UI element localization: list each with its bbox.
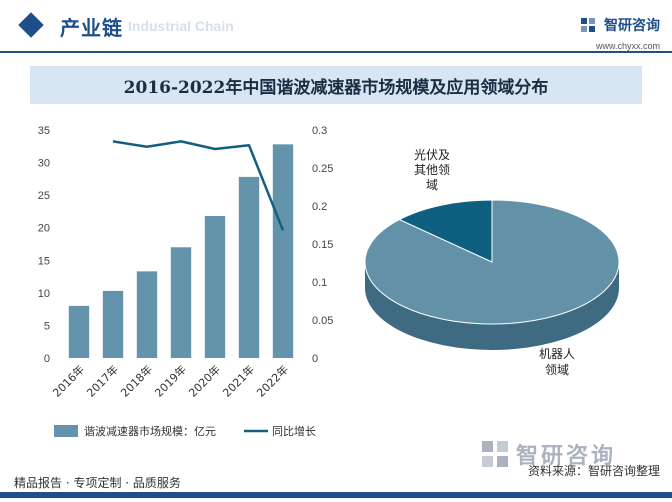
watermark-text: 智研咨询 xyxy=(516,444,617,469)
y-right-tick-label: 0 xyxy=(312,353,318,365)
bar xyxy=(136,271,158,358)
brand-logo[interactable]: 智研咨询 www.chyxx.com xyxy=(580,14,660,51)
pie-label-pv: 域 xyxy=(426,178,438,192)
bar xyxy=(204,215,226,358)
y-right-tick-label: 0.25 xyxy=(312,163,333,175)
pie-label-pv: 光伏及 xyxy=(414,148,450,162)
y-right-tick-label: 0.15 xyxy=(312,239,333,251)
y-right-tick-label: 0.1 xyxy=(312,277,327,289)
bar xyxy=(272,144,294,358)
legend-bar-swatch xyxy=(54,425,78,437)
y-left-tick-label: 35 xyxy=(38,125,50,137)
pie-slice-robotics xyxy=(364,199,620,325)
y-left-tick-label: 30 xyxy=(38,158,50,170)
header: 产业链 Industrial Chain 智研咨询 www.chyxx.com xyxy=(0,0,672,58)
x-tick-label: 2018年 xyxy=(118,362,155,399)
footer-services: 精品报告 · 专项定制 · 品质服务 xyxy=(14,476,181,490)
y-left-tick-label: 10 xyxy=(38,288,50,300)
section-ghost-text: Industrial Chain xyxy=(128,18,234,34)
y-right-tick-label: 0.3 xyxy=(312,125,327,137)
bar-line-chart: 0 5 10 15 20 25 30 35 0 0.05 0.1 0.15 0.2 0.25 0.3 2016… xyxy=(38,125,334,438)
growth-line xyxy=(112,140,285,231)
pie-label-pv: 其他领 xyxy=(414,163,450,177)
y-left-tick-label: 0 xyxy=(44,353,50,365)
section-title: 产业链 xyxy=(60,16,123,40)
x-tick-label: 2017年 xyxy=(84,362,121,399)
y-left-tick-label: 15 xyxy=(38,255,50,267)
y-left-tick-label: 25 xyxy=(38,190,50,202)
y-left-tick-label: 20 xyxy=(38,223,50,235)
brand-logo-icon xyxy=(580,17,595,32)
pie-side-wall xyxy=(365,262,619,350)
y-right-tick-label: 0.2 xyxy=(312,201,327,213)
x-tick-label: 2016年 xyxy=(50,362,87,399)
brand-name: 智研咨询 xyxy=(604,17,660,34)
footer-source: 资料来源：智研咨询整理 xyxy=(527,464,660,478)
pie-label-robotics: 领域 xyxy=(545,363,569,377)
bar xyxy=(238,176,260,358)
x-tick-label: 2021年 xyxy=(220,362,257,399)
brand-url[interactable]: www.chyxx.com xyxy=(595,40,660,51)
pie-label-robotics: 机器人 xyxy=(539,347,575,361)
header-divider xyxy=(0,51,672,53)
bar xyxy=(102,290,124,358)
watermark-logo-icon xyxy=(482,441,508,467)
x-tick-label: 2019年 xyxy=(152,362,189,399)
bar xyxy=(170,247,192,358)
x-tick-label: 2022年 xyxy=(254,362,291,399)
watermark: 智研咨询 xyxy=(480,438,616,470)
legend-line-label: 同比增长 xyxy=(272,424,316,438)
y-left-tick-label: 5 xyxy=(44,320,50,332)
pie-slice-pv xyxy=(398,199,493,263)
footer-bar xyxy=(0,492,672,498)
bar xyxy=(68,305,90,358)
legend-bar-label: 谐波减速器市场规模：亿元 xyxy=(84,424,216,438)
y-right-tick-label: 0.05 xyxy=(312,315,333,327)
chart-title-bar: 2016-2022年中国谐波减速器市场规模及应用领域分布 xyxy=(30,66,642,104)
x-tick-label: 2020年 xyxy=(186,362,223,399)
chart-title: 2016-2022年中国谐波减速器市场规模及应用领域分布 xyxy=(123,77,549,98)
